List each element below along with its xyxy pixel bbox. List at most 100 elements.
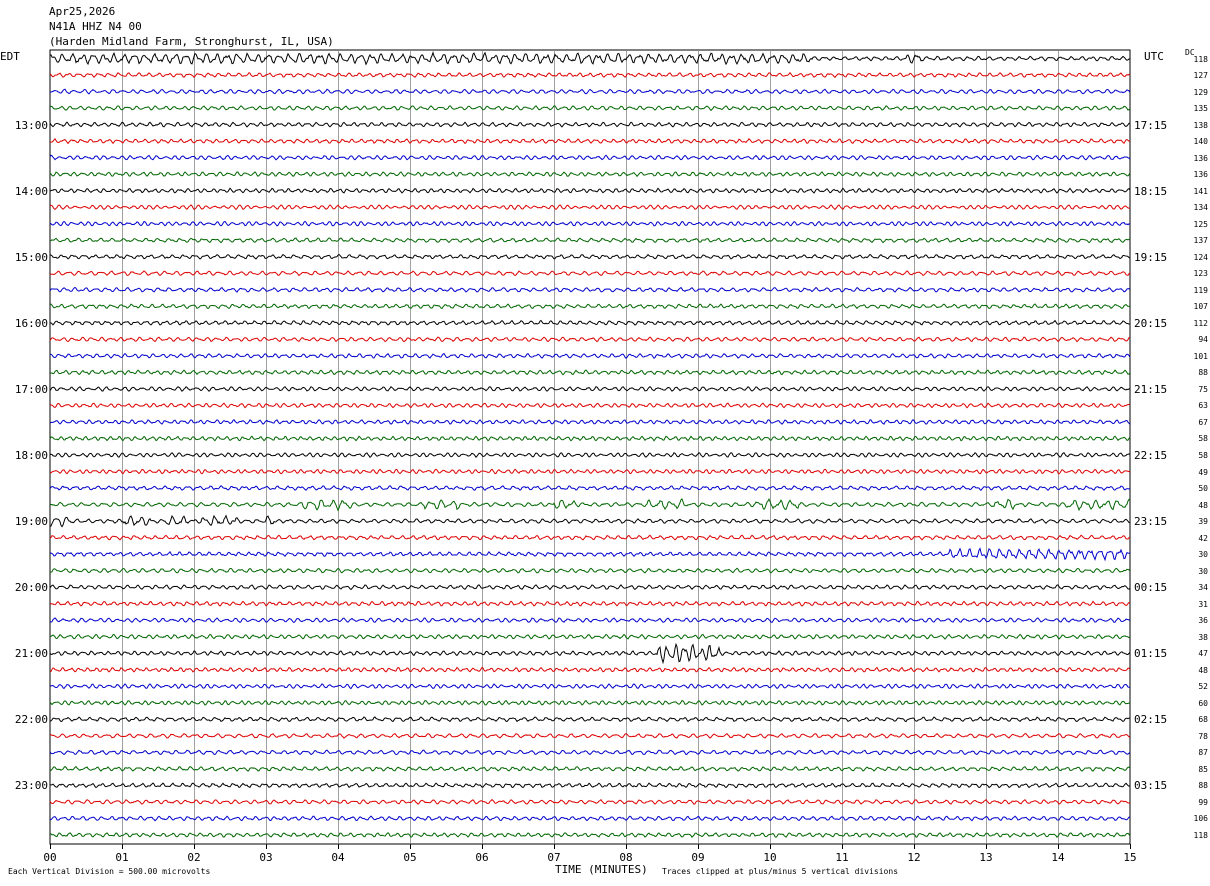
seismic-trace [49,138,1131,145]
seismic-trace [49,733,1131,739]
left-hour-label: 23:00 [14,779,48,793]
seismic-trace [49,749,1131,756]
dc-value: 136 [1193,153,1208,163]
dc-value: 42 [1198,533,1208,543]
seismic-trace [49,468,1131,475]
left-hour-label: 22:00 [14,713,48,727]
dc-value: 135 [1193,104,1208,114]
x-tick-label: 08 [619,851,633,864]
seismic-trace [49,220,1131,227]
dc-value: 50 [1198,484,1208,494]
dc-value: 119 [1193,285,1208,295]
dc-value: 63 [1198,401,1208,411]
seismic-trace [49,385,1131,392]
dc-value: 94 [1198,335,1208,345]
seismic-trace [49,154,1131,161]
seismic-trace [49,237,1131,244]
dc-value: 30 [1198,566,1208,576]
seismic-trace [49,435,1131,442]
seismic-trace [49,567,1131,574]
seismic-trace [49,253,1131,260]
dc-value: 60 [1198,698,1208,708]
dc-value: 49 [1198,467,1208,477]
x-tick-label: 02 [187,851,201,864]
dc-value: 101 [1193,351,1208,361]
right-hour-label: 18:15 [1134,184,1168,198]
right-hour-label: 03:15 [1134,779,1168,793]
right-hour-label: 19:15 [1134,250,1168,264]
dc-value: 38 [1198,632,1208,642]
dc-value: 141 [1193,186,1208,196]
dc-value: 125 [1193,219,1208,229]
dc-value: 118 [1193,830,1208,840]
seismic-trace [49,798,1131,805]
seismic-trace [49,336,1131,343]
x-tick-label: 01 [115,851,129,864]
x-axis-label: TIME (MINUTES) [555,863,648,876]
scale-note: Each Vertical Division = 500.00 microvol… [8,867,211,876]
left-hour-label: 21:00 [14,647,48,661]
x-tick-label: 13 [979,851,993,864]
seismic-trace [49,699,1131,706]
seismic-trace [49,716,1131,723]
seismic-trace [49,303,1131,310]
seismic-trace [49,204,1131,211]
seismic-trace [49,50,1131,66]
dc-value: 75 [1198,384,1208,394]
dc-value: 124 [1193,252,1208,262]
dc-value: 48 [1198,500,1208,510]
seismic-trace [49,815,1131,822]
seismic-trace [49,88,1131,95]
seismic-trace [49,584,1131,591]
left-hour-label: 14:00 [14,184,48,198]
x-tick-label: 06 [475,851,489,864]
left-hour-label: 17:00 [14,382,48,396]
dc-value: 88 [1198,368,1208,378]
x-tick-label: 04 [331,851,345,864]
seismic-trace [49,642,1131,665]
seismic-trace [49,633,1131,640]
left-hour-label: 13:00 [14,118,48,132]
x-tick-label: 07 [547,851,561,864]
dc-value: 87 [1198,748,1208,758]
seismic-trace [49,418,1131,425]
seismic-trace [49,600,1131,607]
seismic-trace [49,497,1131,512]
right-hour-label: 23:15 [1134,515,1168,529]
left-hour-label: 16:00 [14,316,48,330]
left-hour-label: 15:00 [14,250,48,264]
dc-value: 138 [1193,120,1208,130]
right-hour-label: 00:15 [1134,581,1168,595]
dc-value: 39 [1198,517,1208,527]
x-tick-label: 15 [1123,851,1137,864]
dc-value: 36 [1198,616,1208,626]
left-timezone: EDT [0,50,20,63]
dc-value: 123 [1193,269,1208,279]
right-hour-label: 21:15 [1134,382,1168,396]
seismic-trace [49,617,1131,624]
dc-value: 58 [1198,450,1208,460]
dc-value: 137 [1193,236,1208,246]
dc-value: 127 [1193,71,1208,81]
dc-value: 47 [1198,649,1208,659]
dc-value: 30 [1198,550,1208,560]
x-tick-label: 09 [691,851,705,864]
seismic-trace [49,105,1131,112]
dc-value: 58 [1198,434,1208,444]
seismic-trace [49,286,1131,293]
x-tick-label: 03 [259,851,273,864]
right-timezone: UTC [1144,50,1164,63]
seismic-trace [49,484,1131,491]
x-tick-label: 11 [835,851,849,864]
dc-value: 129 [1193,87,1208,97]
right-hour-label: 01:15 [1134,647,1168,661]
dc-value: 112 [1193,318,1208,328]
dc-value: 134 [1193,203,1208,213]
left-hour-label: 20:00 [14,581,48,595]
clip-note: Traces clipped at plus/minus 5 vertical … [662,867,899,876]
dc-value: 99 [1198,797,1208,807]
dc-value: 88 [1198,781,1208,791]
seismic-trace [49,121,1131,128]
dc-value: 85 [1198,764,1208,774]
